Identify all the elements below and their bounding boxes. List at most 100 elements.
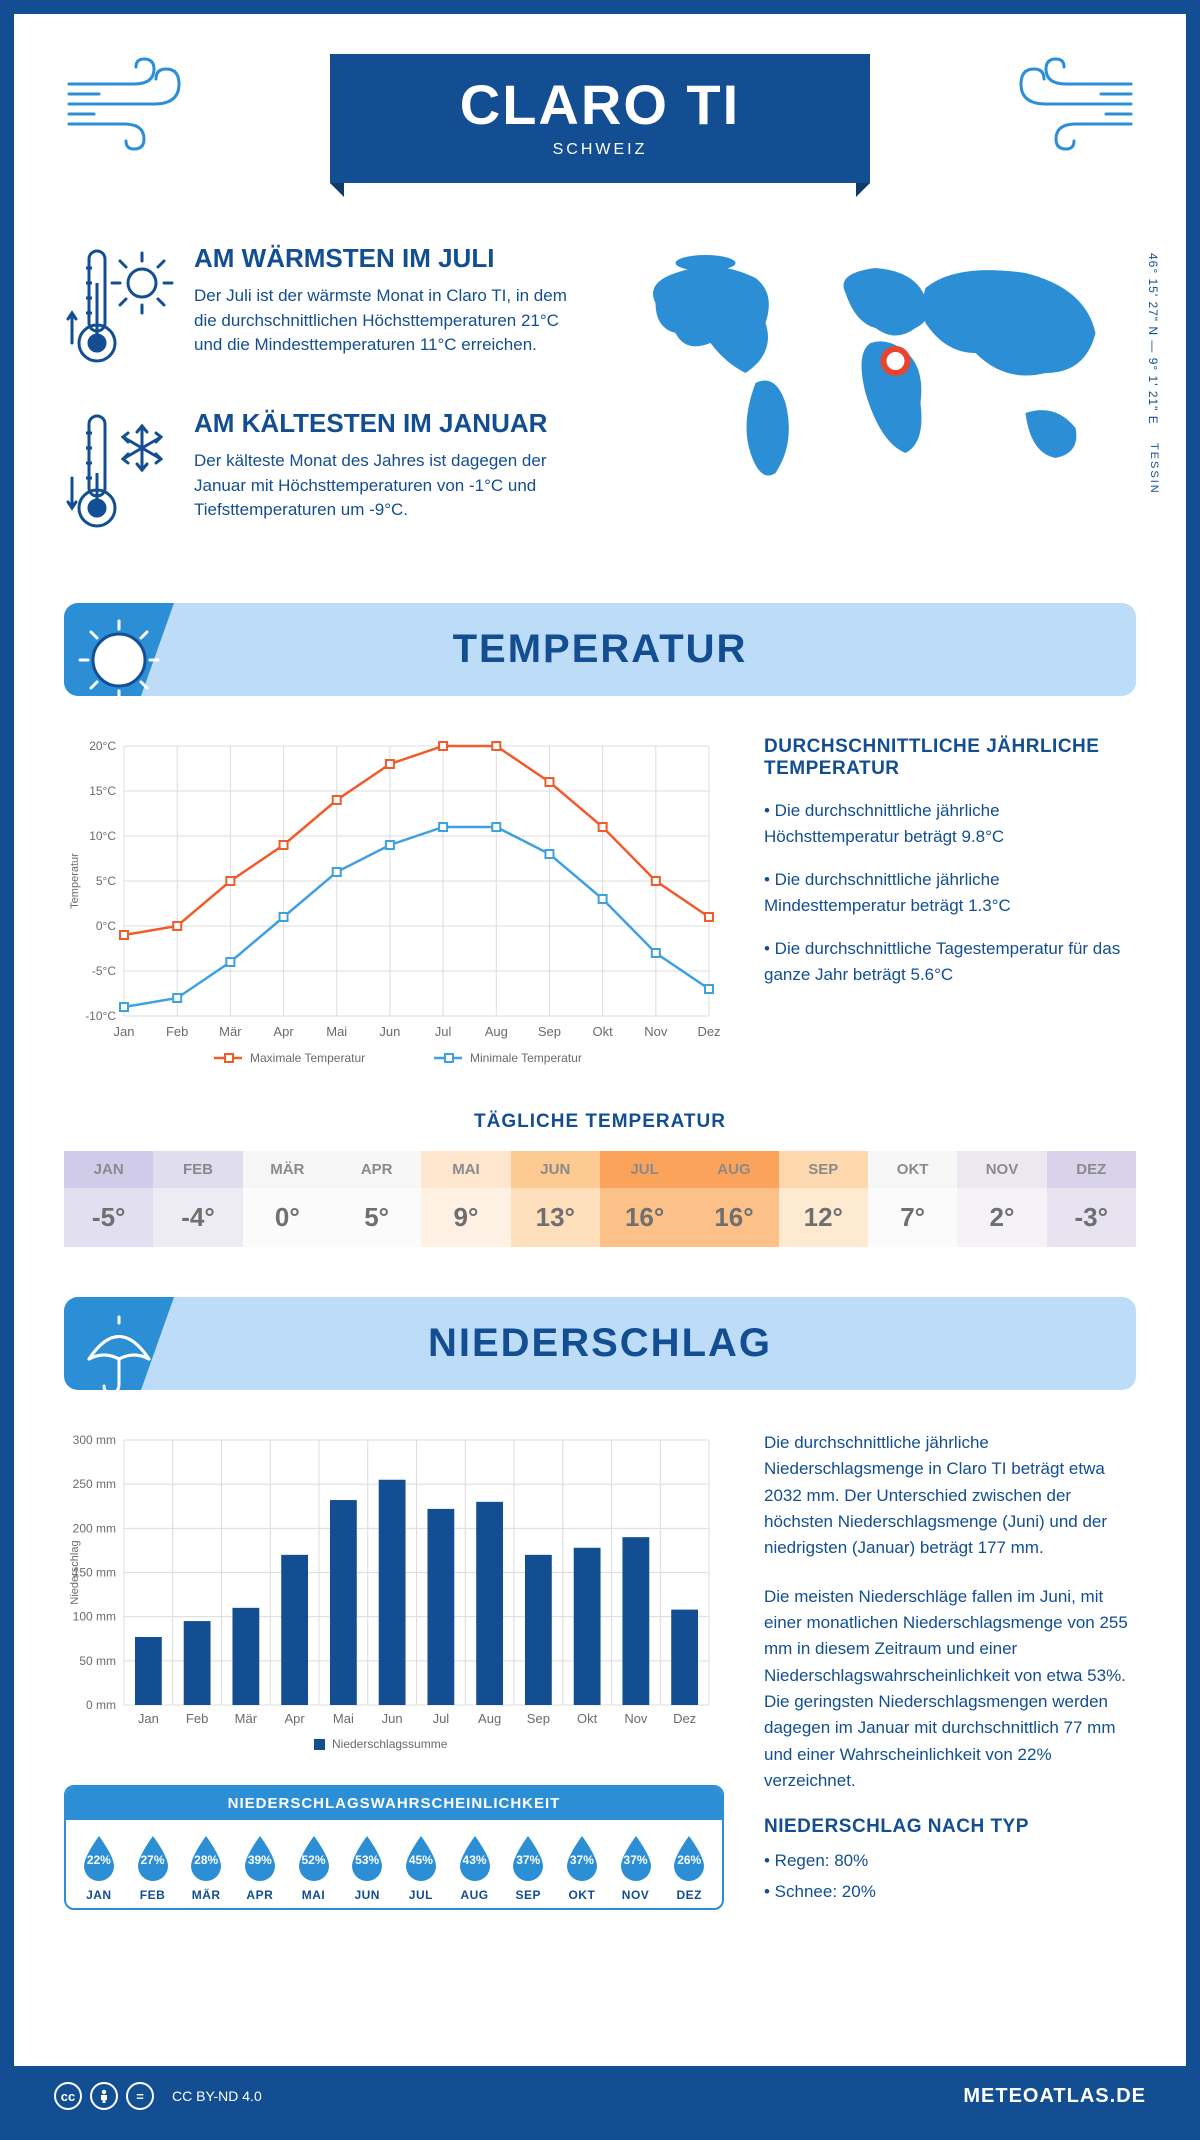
header-ribbon: CLARO TI SCHWEIZ (330, 54, 870, 183)
svg-text:250 mm: 250 mm (73, 1477, 116, 1491)
svg-text:Feb: Feb (166, 1024, 188, 1039)
prob-cell: 53%JUN (340, 1834, 394, 1902)
prob-cell: 39%APR (233, 1834, 287, 1902)
precip-bytype-title: NIEDERSCHLAG NACH TYP (764, 1816, 1136, 1838)
daily-cell: FEB-4° (153, 1151, 242, 1247)
daily-cell: MAI9° (421, 1151, 510, 1247)
wind-icon (64, 54, 194, 154)
svg-text:Nov: Nov (644, 1024, 668, 1039)
svg-text:200 mm: 200 mm (73, 1521, 116, 1535)
svg-text:Jul: Jul (435, 1024, 452, 1039)
page: CLARO TI SCHWEIZ (0, 0, 1200, 2140)
svg-text:Aug: Aug (485, 1024, 508, 1039)
footer: cc = CC BY-ND 4.0 METEOATLAS.DE (14, 2066, 1186, 2126)
prob-cell: 37%SEP (501, 1834, 555, 1902)
svg-text:Okt: Okt (577, 1711, 598, 1726)
svg-text:Apr: Apr (273, 1024, 294, 1039)
temperature-line-chart: -10°C-5°C0°C5°C10°C15°C20°CJanFebMärAprM… (64, 736, 724, 1076)
svg-text:Sep: Sep (527, 1711, 550, 1726)
svg-text:300 mm: 300 mm (73, 1433, 116, 1447)
precip-section-header: NIEDERSCHLAG (64, 1297, 1136, 1390)
daily-temp-table: JAN-5°FEB-4°MÄR0°APR5°MAI9°JUN13°JUL16°A… (64, 1151, 1136, 1247)
intro-section: AM WÄRMSTEN IM JULI Der Juli ist der wär… (64, 243, 1136, 573)
svg-text:Jan: Jan (138, 1711, 159, 1726)
svg-text:Mär: Mär (219, 1024, 242, 1039)
warm-block: AM WÄRMSTEN IM JULI Der Juli ist der wär… (64, 243, 585, 373)
svg-text:Niederschlagssumme: Niederschlagssumme (332, 1737, 448, 1751)
cc-icon: cc (54, 2082, 82, 2110)
svg-text:Mai: Mai (326, 1024, 347, 1039)
svg-text:Temperatur: Temperatur (69, 853, 81, 909)
precip-text-1: Die durchschnittliche jährliche Niedersc… (764, 1430, 1136, 1562)
svg-text:Minimale Temperatur: Minimale Temperatur (470, 1051, 582, 1065)
prob-title: NIEDERSCHLAGSWAHRSCHEINLICHKEIT (66, 1787, 722, 1820)
precip-section-title: NIEDERSCHLAG (64, 1321, 1136, 1366)
license-text: CC BY-ND 4.0 (172, 2088, 262, 2104)
daily-cell: NOV2° (957, 1151, 1046, 1247)
precip-probability-box: NIEDERSCHLAGSWAHRSCHEINLICHKEIT 22%JAN27… (64, 1785, 724, 1910)
svg-text:10°C: 10°C (89, 829, 116, 843)
precip-text-2: Die meisten Niederschläge fallen im Juni… (764, 1584, 1136, 1795)
page-subtitle: SCHWEIZ (360, 141, 840, 159)
wind-icon (1006, 54, 1136, 154)
svg-text:Okt: Okt (593, 1024, 614, 1039)
nd-icon: = (126, 2082, 154, 2110)
svg-text:Dez: Dez (673, 1711, 696, 1726)
daily-cell: JUL16° (600, 1151, 689, 1247)
svg-text:Mai: Mai (333, 1711, 354, 1726)
license-block: cc = CC BY-ND 4.0 (54, 2082, 262, 2110)
page-title: CLARO TI (360, 72, 840, 137)
prob-cell: 27%FEB (126, 1834, 180, 1902)
temp-info-title: DURCHSCHNITTLICHE JÄHRLICHE TEMPERATUR (764, 736, 1136, 780)
prob-cell: 52%MAI (287, 1834, 341, 1902)
prob-cell: 37%NOV (609, 1834, 663, 1902)
precipitation-bar-chart: 0 mm50 mm100 mm150 mm200 mm250 mm300 mmJ… (64, 1430, 724, 1760)
svg-text:Mär: Mär (235, 1711, 258, 1726)
svg-text:Niederschlag: Niederschlag (69, 1540, 81, 1604)
svg-text:Jan: Jan (114, 1024, 135, 1039)
world-map (615, 243, 1136, 503)
coords-label: 46° 15' 27" N — 9° 1' 21" E (1146, 253, 1160, 425)
prob-cell: 22%JAN (72, 1834, 126, 1902)
svg-text:Jun: Jun (382, 1711, 403, 1726)
svg-text:Jun: Jun (379, 1024, 400, 1039)
region-label: TESSIN (1148, 443, 1160, 495)
svg-text:Jul: Jul (433, 1711, 450, 1726)
site-name: METEOATLAS.DE (963, 2085, 1146, 2108)
thermometer-snow-icon (64, 408, 174, 538)
precip-bytype-b1: • Regen: 80% (764, 1848, 1136, 1874)
svg-text:Aug: Aug (478, 1711, 501, 1726)
svg-text:20°C: 20°C (89, 739, 116, 753)
thermometer-sun-icon (64, 243, 174, 373)
precip-bytype-b2: • Schnee: 20% (764, 1879, 1136, 1905)
warm-title: AM WÄRMSTEN IM JULI (194, 243, 585, 274)
cold-block: AM KÄLTESTEN IM JANUAR Der kälteste Mona… (64, 408, 585, 538)
svg-text:Apr: Apr (285, 1711, 306, 1726)
daily-cell: JUN13° (511, 1151, 600, 1247)
prob-cell: 26%DEZ (662, 1834, 716, 1902)
cold-text: Der kälteste Monat des Jahres ist dagege… (194, 449, 585, 523)
svg-text:Feb: Feb (186, 1711, 208, 1726)
svg-text:Sep: Sep (538, 1024, 561, 1039)
temp-section-title: TEMPERATUR (64, 627, 1136, 672)
svg-text:0°C: 0°C (96, 919, 116, 933)
svg-text:Dez: Dez (697, 1024, 720, 1039)
svg-text:-10°C: -10°C (85, 1009, 116, 1023)
prob-cell: 28%MÄR (179, 1834, 233, 1902)
temp-section-header: TEMPERATUR (64, 603, 1136, 696)
svg-text:5°C: 5°C (96, 874, 116, 888)
temp-info-b1: • Die durchschnittliche jährliche Höchst… (764, 798, 1136, 849)
temp-info-b3: • Die durchschnittliche Tagestemperatur … (764, 936, 1136, 987)
umbrella-icon (74, 1309, 164, 1390)
daily-cell: MÄR0° (243, 1151, 332, 1247)
prob-cell: 45%JUL (394, 1834, 448, 1902)
daily-cell: SEP12° (779, 1151, 868, 1247)
temp-info-b2: • Die durchschnittliche jährliche Mindes… (764, 867, 1136, 918)
daily-cell: AUG16° (689, 1151, 778, 1247)
cold-title: AM KÄLTESTEN IM JANUAR (194, 408, 585, 439)
daily-cell: JAN-5° (64, 1151, 153, 1247)
svg-text:Nov: Nov (624, 1711, 648, 1726)
svg-text:Maximale Temperatur: Maximale Temperatur (250, 1051, 365, 1065)
svg-text:50 mm: 50 mm (79, 1654, 116, 1668)
prob-cell: 37%OKT (555, 1834, 609, 1902)
